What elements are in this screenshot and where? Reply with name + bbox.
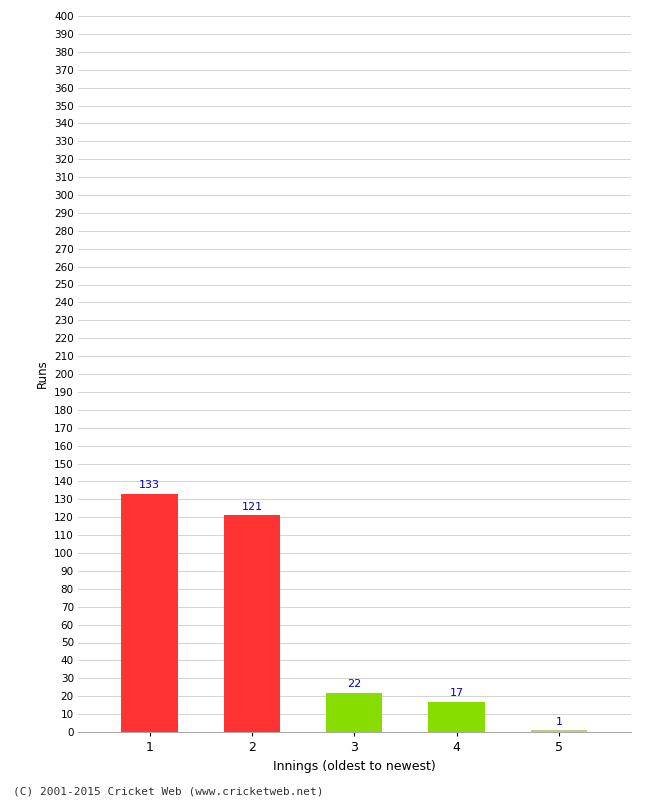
- Bar: [122, 494, 177, 732]
- Text: 121: 121: [241, 502, 263, 512]
- Bar: [224, 515, 280, 732]
- Text: 22: 22: [347, 679, 361, 689]
- Text: 17: 17: [450, 688, 463, 698]
- X-axis label: Innings (oldest to newest): Innings (oldest to newest): [273, 759, 436, 773]
- Text: 133: 133: [139, 480, 160, 490]
- Text: 1: 1: [555, 717, 562, 726]
- Bar: [531, 730, 587, 732]
- Y-axis label: Runs: Runs: [36, 360, 49, 388]
- Text: (C) 2001-2015 Cricket Web (www.cricketweb.net): (C) 2001-2015 Cricket Web (www.cricketwe…: [13, 786, 324, 796]
- Bar: [326, 693, 382, 732]
- Bar: [428, 702, 485, 732]
